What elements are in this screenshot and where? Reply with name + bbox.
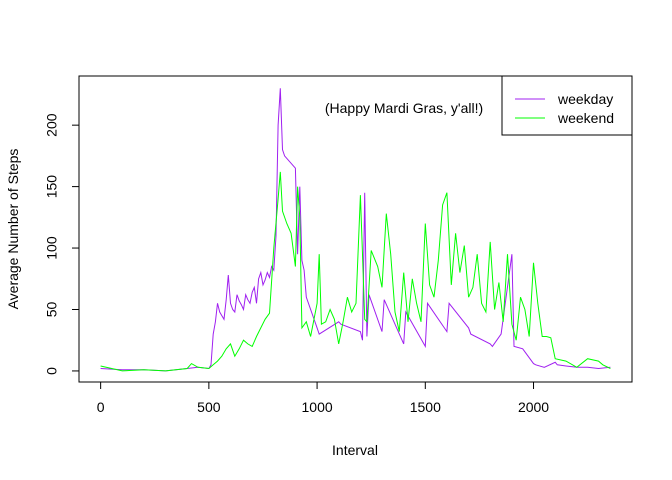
x-tick-label: 0 (97, 399, 105, 415)
y-tick-label: 100 (44, 236, 60, 260)
y-tick-label: 150 (44, 175, 60, 199)
x-tick-label: 1500 (410, 399, 441, 415)
series-layer (100, 88, 611, 372)
y-tick-label: 50 (44, 301, 60, 317)
y-tick-label: 0 (44, 367, 60, 375)
x-axis-title: Interval (332, 442, 378, 458)
legend-box (501, 75, 633, 136)
legend: weekday weekend (501, 75, 633, 136)
series-line-weekday (100, 88, 611, 372)
y-axis: 0 50 100 150 200 (44, 113, 80, 375)
series-line-weekend (100, 171, 611, 372)
x-tick-label: 500 (197, 399, 221, 415)
chart-annotation: (Happy Mardi Gras, y'all!) (325, 100, 483, 116)
y-tick-label: 200 (44, 113, 60, 137)
legend-label-weekend: weekend (557, 110, 614, 126)
y-axis-title: Average Number of Steps (5, 149, 21, 310)
legend-label-weekday: weekday (557, 91, 613, 107)
x-tick-label: 2000 (518, 399, 549, 415)
x-tick-label: 1000 (302, 399, 333, 415)
x-axis: 0 500 1000 1500 2000 (97, 381, 549, 415)
